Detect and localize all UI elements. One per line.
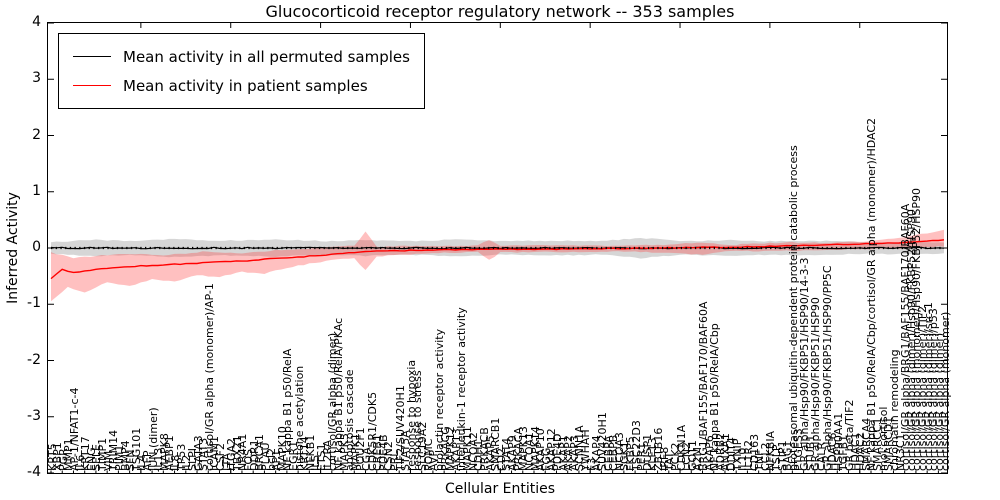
plot-area: KRT5 XBP1 PGR MMP1 AP-1/NFAT1-c-4 IL6 KRT17 ENG… (46, 22, 952, 474)
y-tick-label: -2 (27, 351, 41, 368)
legend-item-permuted: Mean activity in all permuted samples (69, 42, 410, 71)
y-tick-label: 1 (32, 182, 41, 199)
y-tick-label: 2 (32, 126, 41, 143)
permuted-line-swatch (73, 56, 111, 57)
y-tick-label: 3 (32, 70, 41, 87)
chart-plot-svg (48, 23, 947, 473)
legend: Mean activity in all permuted samples Me… (58, 33, 425, 109)
legend-label-patient: Mean activity in patient samples (123, 76, 368, 95)
y-tick-label: 4 (32, 14, 41, 30)
x-tick-label: cortisol/GR alpha (monomer) (938, 311, 952, 471)
legend-label-permuted: Mean activity in all permuted samples (123, 47, 410, 66)
y-tick-label: -3 (27, 407, 41, 424)
y-tick-label: -4 (27, 464, 41, 480)
patient-line-swatch (73, 85, 111, 86)
y-tick-label: -1 (27, 295, 41, 312)
y-tick-label: 0 (32, 239, 41, 255)
x-axis-label: Cellular Entities (444, 481, 556, 497)
legend-item-patient: Mean activity in patient samples (69, 71, 410, 100)
chart-title: Glucocorticoid receptor regulatory netwo… (265, 2, 735, 21)
